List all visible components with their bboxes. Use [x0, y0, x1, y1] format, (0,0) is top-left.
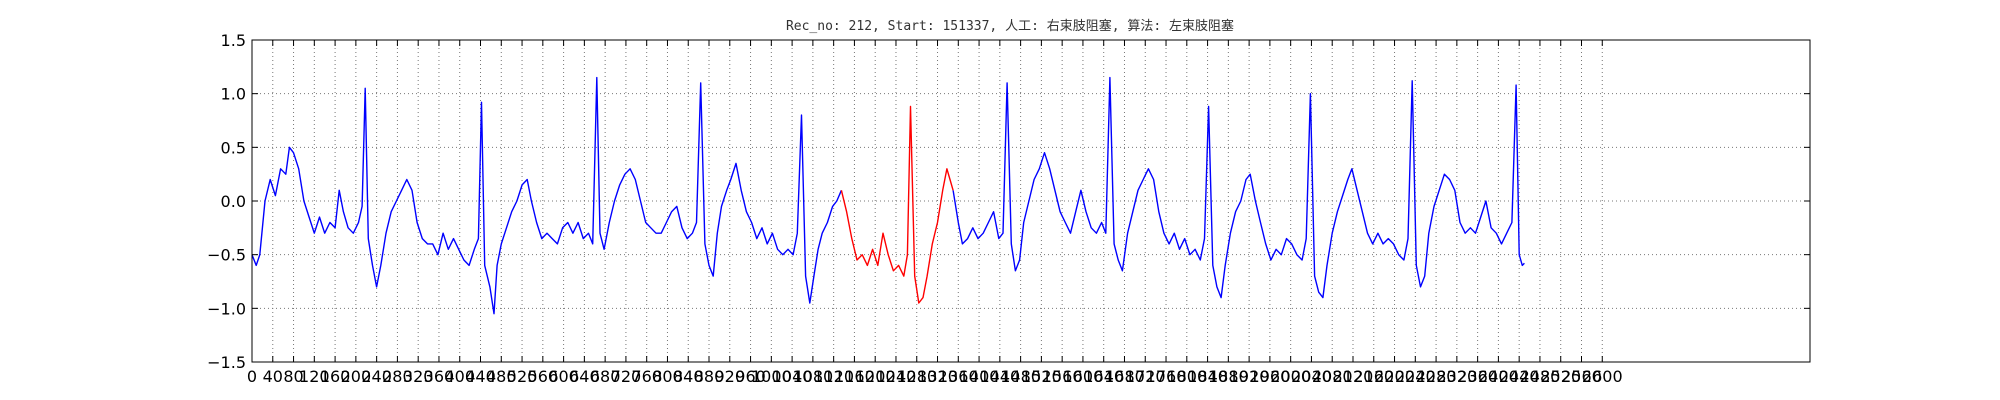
x-tick-label: 200: [341, 367, 372, 386]
x-tick-label: 680: [590, 367, 621, 386]
x-tick-label: 2600: [1582, 367, 1623, 386]
y-axis: −1.5 −1.0 −0.5 0.0 0.5 1.0 1.5: [207, 31, 1810, 372]
x-tick-label: 520: [507, 367, 538, 386]
x-tick-label: 320: [403, 367, 434, 386]
grid: [252, 40, 1810, 362]
y-tick-label: 1.0: [221, 85, 246, 104]
x-tick-label: 0: [247, 367, 257, 386]
x-tick-label: 2480: [1520, 367, 1561, 386]
x-tick-label: 160: [320, 367, 351, 386]
x-tick-label: 2200: [1374, 367, 1415, 386]
x-tick-label: 920: [715, 367, 746, 386]
x-tick-label: 800: [652, 367, 683, 386]
y-tick-label: −0.5: [207, 246, 246, 265]
x-tick-label: 2400: [1478, 367, 1519, 386]
x-tick-label: 1640: [1083, 367, 1124, 386]
x-tick-label: 2120: [1333, 367, 1374, 386]
y-tick-label: −1.0: [207, 299, 246, 318]
x-tick-label: 1280: [896, 367, 937, 386]
x-tick-label: 960: [735, 367, 766, 386]
x-tick-label: 600: [548, 367, 579, 386]
x-tick-label: 2440: [1499, 367, 1540, 386]
x-tick-label: 1720: [1125, 367, 1166, 386]
x-tick-label: 880: [694, 367, 725, 386]
series-line: [251, 76, 843, 315]
x-tick-label: 1120: [813, 367, 854, 386]
x-tick-label: 2360: [1457, 367, 1498, 386]
x-axis: 0 40 8012016020024028032036040044048052056…: [247, 40, 1623, 386]
x-tick-label: 2240: [1395, 367, 1436, 386]
x-tick-label: 240: [361, 367, 392, 386]
x-tick-label: 280: [382, 367, 413, 386]
x-tick-label: 2080: [1312, 367, 1353, 386]
x-tick-label: 2320: [1436, 367, 1477, 386]
x-tick-label: 2560: [1561, 367, 1602, 386]
x-tick-label: 1800: [1166, 367, 1207, 386]
x-tick-label: 1160: [834, 367, 875, 386]
x-tick-label: 1240: [876, 367, 917, 386]
x-tick-label: 840: [673, 367, 704, 386]
series-layer: [251, 76, 1525, 315]
x-tick-label: 1920: [1229, 367, 1270, 386]
x-tick-label: 1560: [1042, 367, 1083, 386]
x-tick-label: 1200: [855, 367, 896, 386]
x-tick-label: 2000: [1270, 367, 1311, 386]
x-tick-label: 1760: [1146, 367, 1187, 386]
x-tick-label: 120: [299, 367, 330, 386]
x-tick-label: 1320: [917, 367, 958, 386]
x-tick-label: 640: [569, 367, 600, 386]
chart-title: Rec_no: 212, Start: 151337, 人工: 右束肢阻塞, 算…: [786, 18, 1234, 34]
x-tick-label: 400: [444, 367, 475, 386]
x-tick-label: 1360: [938, 367, 979, 386]
x-tick-label: 2280: [1416, 367, 1457, 386]
y-tick-label: −1.5: [207, 353, 246, 372]
y-tick-label: 1.5: [221, 31, 246, 50]
x-tick-label: 1040: [772, 367, 813, 386]
x-tick-label: 1880: [1208, 367, 1249, 386]
y-tick-label: 0.0: [221, 192, 246, 211]
x-tick-label: 80: [283, 367, 303, 386]
x-tick-label: 480: [486, 367, 517, 386]
x-tick-label: 2040: [1291, 367, 1332, 386]
x-tick-label: 1480: [1000, 367, 1041, 386]
x-tick-label: 1960: [1250, 367, 1291, 386]
x-tick-label: 360: [424, 367, 455, 386]
x-tick-label: 720: [611, 367, 642, 386]
x-tick-label: 1520: [1021, 367, 1062, 386]
x-tick-label: 2520: [1540, 367, 1581, 386]
x-tick-label: 1440: [979, 367, 1020, 386]
x-tick-label: 440: [465, 367, 496, 386]
x-tick-label: 1680: [1104, 367, 1145, 386]
x-tick-label: 1600: [1063, 367, 1104, 386]
y-tick-label: 0.5: [221, 138, 246, 157]
x-tick-label: 1840: [1187, 367, 1228, 386]
x-tick-label: 1080: [793, 367, 834, 386]
x-tick-label: 1400: [959, 367, 1000, 386]
x-tick-label: 40: [263, 367, 283, 386]
series-line: [840, 105, 954, 304]
x-tick-label: 560: [528, 367, 559, 386]
series-line: [952, 76, 1525, 299]
x-tick-label: 2160: [1353, 367, 1394, 386]
x-tick-label: 1000: [751, 367, 792, 386]
x-tick-label: 760: [631, 367, 662, 386]
